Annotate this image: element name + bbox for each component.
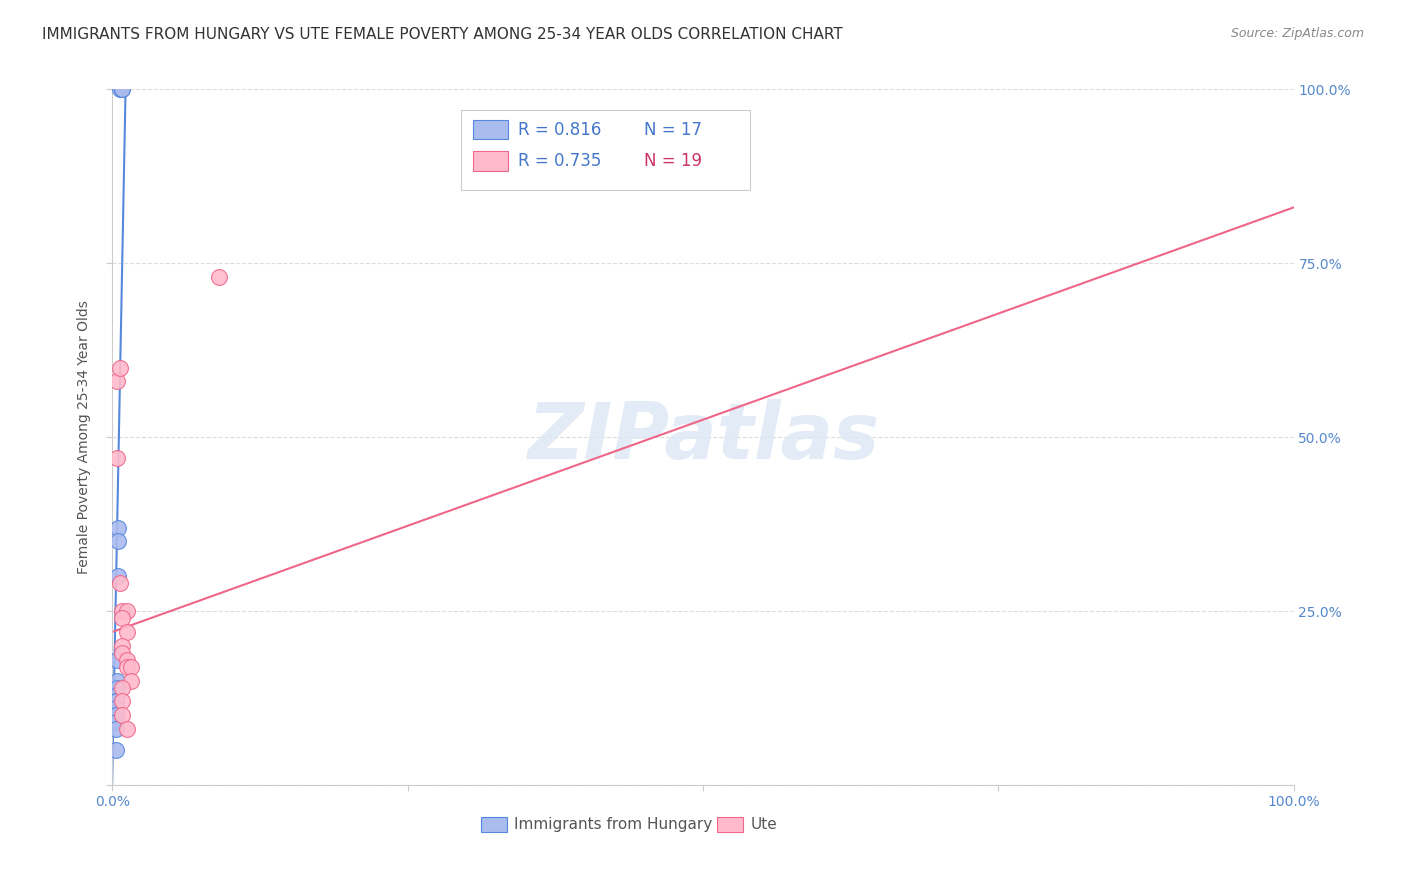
Text: N = 17: N = 17: [644, 120, 702, 138]
Point: [105, 743, 128, 757]
Point: [111, 694, 134, 708]
Point: [107, 520, 129, 534]
Point: [105, 715, 128, 730]
Point: [108, 576, 131, 591]
Point: [108, 82, 131, 96]
Point: [105, 681, 128, 695]
Point: [105, 673, 128, 688]
Text: Ute: Ute: [751, 817, 778, 832]
Point: [107, 569, 129, 583]
FancyBboxPatch shape: [481, 817, 508, 832]
Text: IMMIGRANTS FROM HUNGARY VS UTE FEMALE POVERTY AMONG 25-34 YEAR OLDS CORRELATION : IMMIGRANTS FROM HUNGARY VS UTE FEMALE PO…: [42, 27, 844, 42]
FancyBboxPatch shape: [472, 151, 508, 170]
Point: [111, 646, 134, 660]
Point: [105, 653, 128, 667]
Text: R = 0.816: R = 0.816: [517, 120, 600, 138]
Point: [107, 534, 129, 549]
Point: [111, 611, 134, 625]
FancyBboxPatch shape: [461, 110, 751, 190]
Point: [105, 694, 128, 708]
Point: [105, 694, 128, 708]
Point: [111, 82, 134, 96]
FancyBboxPatch shape: [717, 817, 744, 832]
Text: Source: ZipAtlas.com: Source: ZipAtlas.com: [1230, 27, 1364, 40]
Point: [120, 659, 142, 673]
Point: [105, 701, 128, 715]
Point: [115, 723, 138, 737]
Text: N = 19: N = 19: [644, 152, 702, 169]
Point: [111, 639, 134, 653]
Point: [105, 723, 128, 737]
Point: [105, 375, 128, 389]
Point: [111, 681, 134, 695]
Point: [108, 360, 131, 375]
Y-axis label: Female Poverty Among 25-34 Year Olds: Female Poverty Among 25-34 Year Olds: [77, 300, 91, 574]
Point: [115, 604, 138, 618]
FancyBboxPatch shape: [472, 120, 508, 139]
Point: [111, 604, 134, 618]
Point: [115, 653, 138, 667]
Point: [115, 659, 138, 673]
Point: [208, 270, 231, 285]
Point: [115, 624, 138, 639]
Text: ZIPatlas: ZIPatlas: [527, 399, 879, 475]
Point: [120, 673, 142, 688]
Text: R = 0.735: R = 0.735: [517, 152, 600, 169]
Point: [111, 82, 134, 96]
Point: [105, 708, 128, 723]
Point: [105, 450, 128, 465]
Text: Immigrants from Hungary: Immigrants from Hungary: [515, 817, 713, 832]
Point: [111, 708, 134, 723]
Point: [105, 688, 128, 702]
